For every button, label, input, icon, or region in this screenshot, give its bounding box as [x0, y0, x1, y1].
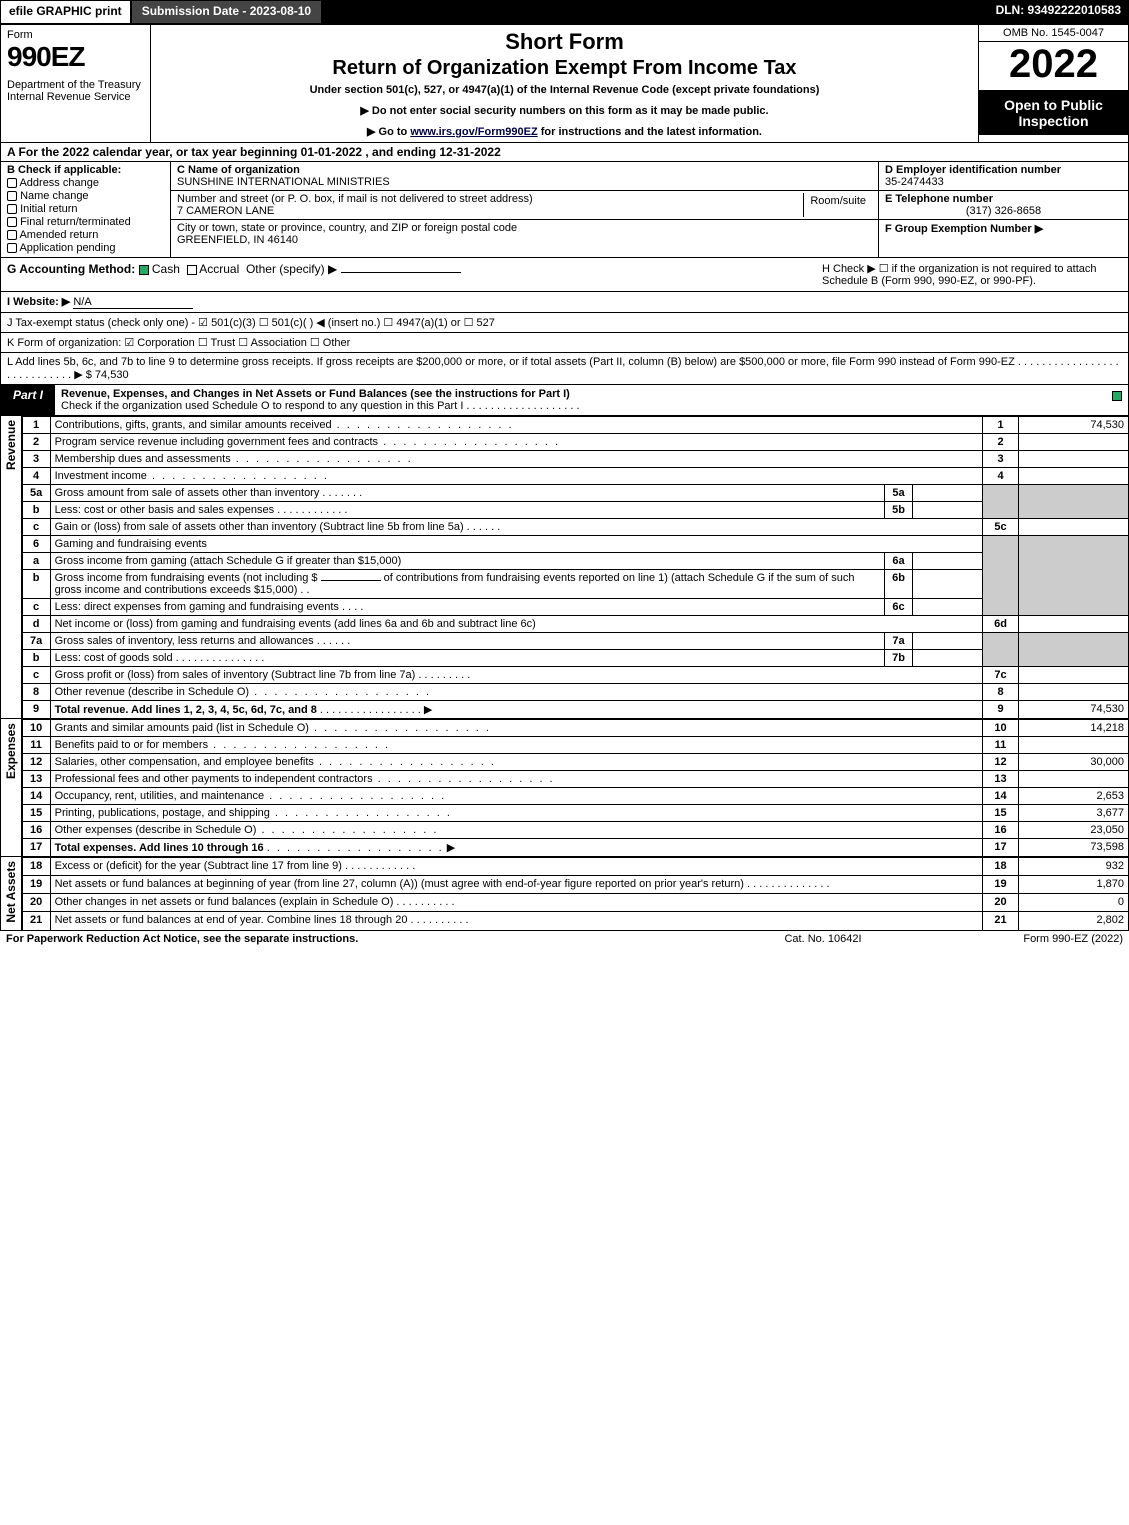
revenue-sidelabel: Revenue	[0, 416, 22, 719]
form-label: Form	[7, 29, 144, 41]
cb-cash[interactable]	[139, 265, 149, 275]
city-block: City or town, state or province, country…	[171, 220, 878, 248]
note-ssn: ▶ Do not enter social security numbers o…	[157, 104, 972, 117]
phone-block: E Telephone number (317) 326-8658	[879, 191, 1128, 220]
row-i: I Website: ▶ N/A	[0, 292, 1129, 313]
street-block: Number and street (or P. O. box, if mail…	[177, 193, 803, 217]
line-9: 9Total revenue. Add lines 1, 2, 3, 4, 5c…	[22, 701, 1128, 719]
line-7a: 7aGross sales of inventory, less returns…	[22, 633, 1128, 650]
net-assets-table: 18Excess or (deficit) for the year (Subt…	[22, 857, 1129, 931]
net-assets-section: Net Assets 18Excess or (deficit) for the…	[0, 857, 1129, 931]
col-b: B Check if applicable: Address change Na…	[1, 162, 171, 257]
part-i-header: Part I Revenue, Expenses, and Changes in…	[0, 385, 1129, 416]
cb-accrual[interactable]	[187, 265, 197, 275]
cb-initial-return[interactable]: Initial return	[7, 203, 164, 215]
line-1: 1Contributions, gifts, grants, and simil…	[22, 417, 1128, 434]
subtitle: Under section 501(c), 527, or 4947(a)(1)…	[157, 84, 972, 96]
line-4: 4Investment income4	[22, 468, 1128, 485]
line-20: 20Other changes in net assets or fund ba…	[22, 894, 1128, 912]
row-a: A For the 2022 calendar year, or tax yea…	[0, 143, 1129, 162]
line-2: 2Program service revenue including gover…	[22, 434, 1128, 451]
line-6d: dNet income or (loss) from gaming and fu…	[22, 616, 1128, 633]
expenses-sidelabel: Expenses	[0, 719, 22, 857]
row-g-h: G Accounting Method: Cash Accrual Other …	[0, 258, 1129, 292]
street: 7 CAMERON LANE	[177, 205, 274, 217]
form-number: 990EZ	[7, 41, 144, 73]
omb-number: OMB No. 1545-0047	[979, 25, 1128, 42]
form-id: Form 990-EZ (2022)	[923, 933, 1123, 945]
line-5a: 5aGross amount from sale of assets other…	[22, 485, 1128, 502]
tax-year: 2022	[979, 42, 1128, 91]
col-d-e-f: D Employer identification number 35-2474…	[878, 162, 1128, 257]
part-i-checkbox[interactable]	[1112, 391, 1122, 401]
line-7c: cGross profit or (loss) from sales of in…	[22, 667, 1128, 684]
cb-address-change[interactable]: Address change	[7, 177, 164, 189]
ein-block: D Employer identification number 35-2474…	[879, 162, 1128, 191]
expenses-section: Expenses 10Grants and similar amounts pa…	[0, 719, 1129, 857]
title-short-form: Short Form	[157, 29, 972, 55]
cb-application-pending[interactable]: Application pending	[7, 242, 164, 254]
irs-link[interactable]: www.irs.gov/Form990EZ	[410, 126, 537, 138]
row-h: H Check ▶ ☐ if the organization is not r…	[822, 262, 1122, 287]
phone: (317) 326-8658	[885, 205, 1122, 217]
cb-final-return[interactable]: Final return/terminated	[7, 216, 164, 228]
top-bar: efile GRAPHIC print Submission Date - 20…	[0, 0, 1129, 24]
line-6b: bGross income from fundraising events (n…	[22, 570, 1128, 599]
cb-name-change[interactable]: Name change	[7, 190, 164, 202]
cat-number: Cat. No. 10642I	[723, 933, 923, 945]
line-13: 13Professional fees and other payments t…	[22, 771, 1128, 788]
line-11: 11Benefits paid to or for members11	[22, 737, 1128, 754]
dept-label: Department of the Treasury Internal Reve…	[7, 79, 144, 103]
line-7b: bLess: cost of goods sold . . . . . . . …	[22, 650, 1128, 667]
line-6a: aGross income from gaming (attach Schedu…	[22, 553, 1128, 570]
page-footer: For Paperwork Reduction Act Notice, see …	[0, 931, 1129, 947]
line-6c: cLess: direct expenses from gaming and f…	[22, 599, 1128, 616]
form-header: Form 990EZ Department of the Treasury In…	[0, 24, 1129, 143]
row-j: J Tax-exempt status (check only one) - ☑…	[0, 313, 1129, 333]
other-specify-input[interactable]	[341, 272, 461, 273]
org-name: SUNSHINE INTERNATIONAL MINISTRIES	[177, 176, 390, 188]
line-15: 15Printing, publications, postage, and s…	[22, 805, 1128, 822]
line-8: 8Other revenue (describe in Schedule O)8	[22, 684, 1128, 701]
line-18: 18Excess or (deficit) for the year (Subt…	[22, 858, 1128, 876]
group-exemption: F Group Exemption Number ▶	[879, 220, 1128, 257]
line-19: 19Net assets or fund balances at beginni…	[22, 876, 1128, 894]
revenue-section: Revenue 1Contributions, gifts, grants, a…	[0, 416, 1129, 719]
row-l: L Add lines 5b, 6c, and 7b to line 9 to …	[0, 353, 1129, 385]
dln-label: DLN: 93492222010583	[988, 0, 1129, 24]
submission-date: Submission Date - 2023-08-10	[131, 0, 322, 24]
ein: 35-2474433	[885, 176, 944, 188]
line-6: 6Gaming and fundraising events	[22, 536, 1128, 553]
header-mid: Short Form Return of Organization Exempt…	[151, 25, 978, 142]
org-name-block: C Name of organization SUNSHINE INTERNAT…	[171, 162, 878, 191]
header-right: OMB No. 1545-0047 2022 Open to Public In…	[978, 25, 1128, 142]
room-suite: Room/suite	[803, 193, 872, 217]
cb-amended-return[interactable]: Amended return	[7, 229, 164, 241]
line-12: 12Salaries, other compensation, and empl…	[22, 754, 1128, 771]
line-17: 17Total expenses. Add lines 10 through 1…	[22, 839, 1128, 857]
line-5b: bLess: cost or other basis and sales exp…	[22, 502, 1128, 519]
line-14: 14Occupancy, rent, utilities, and mainte…	[22, 788, 1128, 805]
open-inspection: Open to Public Inspection	[979, 91, 1128, 135]
expenses-table: 10Grants and similar amounts paid (list …	[22, 719, 1129, 857]
city: GREENFIELD, IN 46140	[177, 234, 298, 246]
website-value: N/A	[73, 296, 193, 309]
net-assets-sidelabel: Net Assets	[0, 857, 22, 931]
header-left: Form 990EZ Department of the Treasury In…	[1, 25, 151, 142]
part-i-tab: Part I	[1, 385, 55, 415]
line-5c: cGain or (loss) from sale of assets othe…	[22, 519, 1128, 536]
title-return: Return of Organization Exempt From Incom…	[157, 57, 972, 80]
col-c: C Name of organization SUNSHINE INTERNAT…	[171, 162, 878, 257]
revenue-table: 1Contributions, gifts, grants, and simil…	[22, 416, 1129, 719]
line-21: 21Net assets or fund balances at end of …	[22, 912, 1128, 930]
line-3: 3Membership dues and assessments3	[22, 451, 1128, 468]
note-goto: ▶ Go to www.irs.gov/Form990EZ for instru…	[157, 125, 972, 138]
line-16: 16Other expenses (describe in Schedule O…	[22, 822, 1128, 839]
paperwork-notice: For Paperwork Reduction Act Notice, see …	[6, 933, 723, 945]
efile-label: efile GRAPHIC print	[0, 0, 131, 24]
section-b-to-f: B Check if applicable: Address change Na…	[0, 162, 1129, 258]
line-10: 10Grants and similar amounts paid (list …	[22, 720, 1128, 737]
row-k: K Form of organization: ☑ Corporation ☐ …	[0, 333, 1129, 353]
